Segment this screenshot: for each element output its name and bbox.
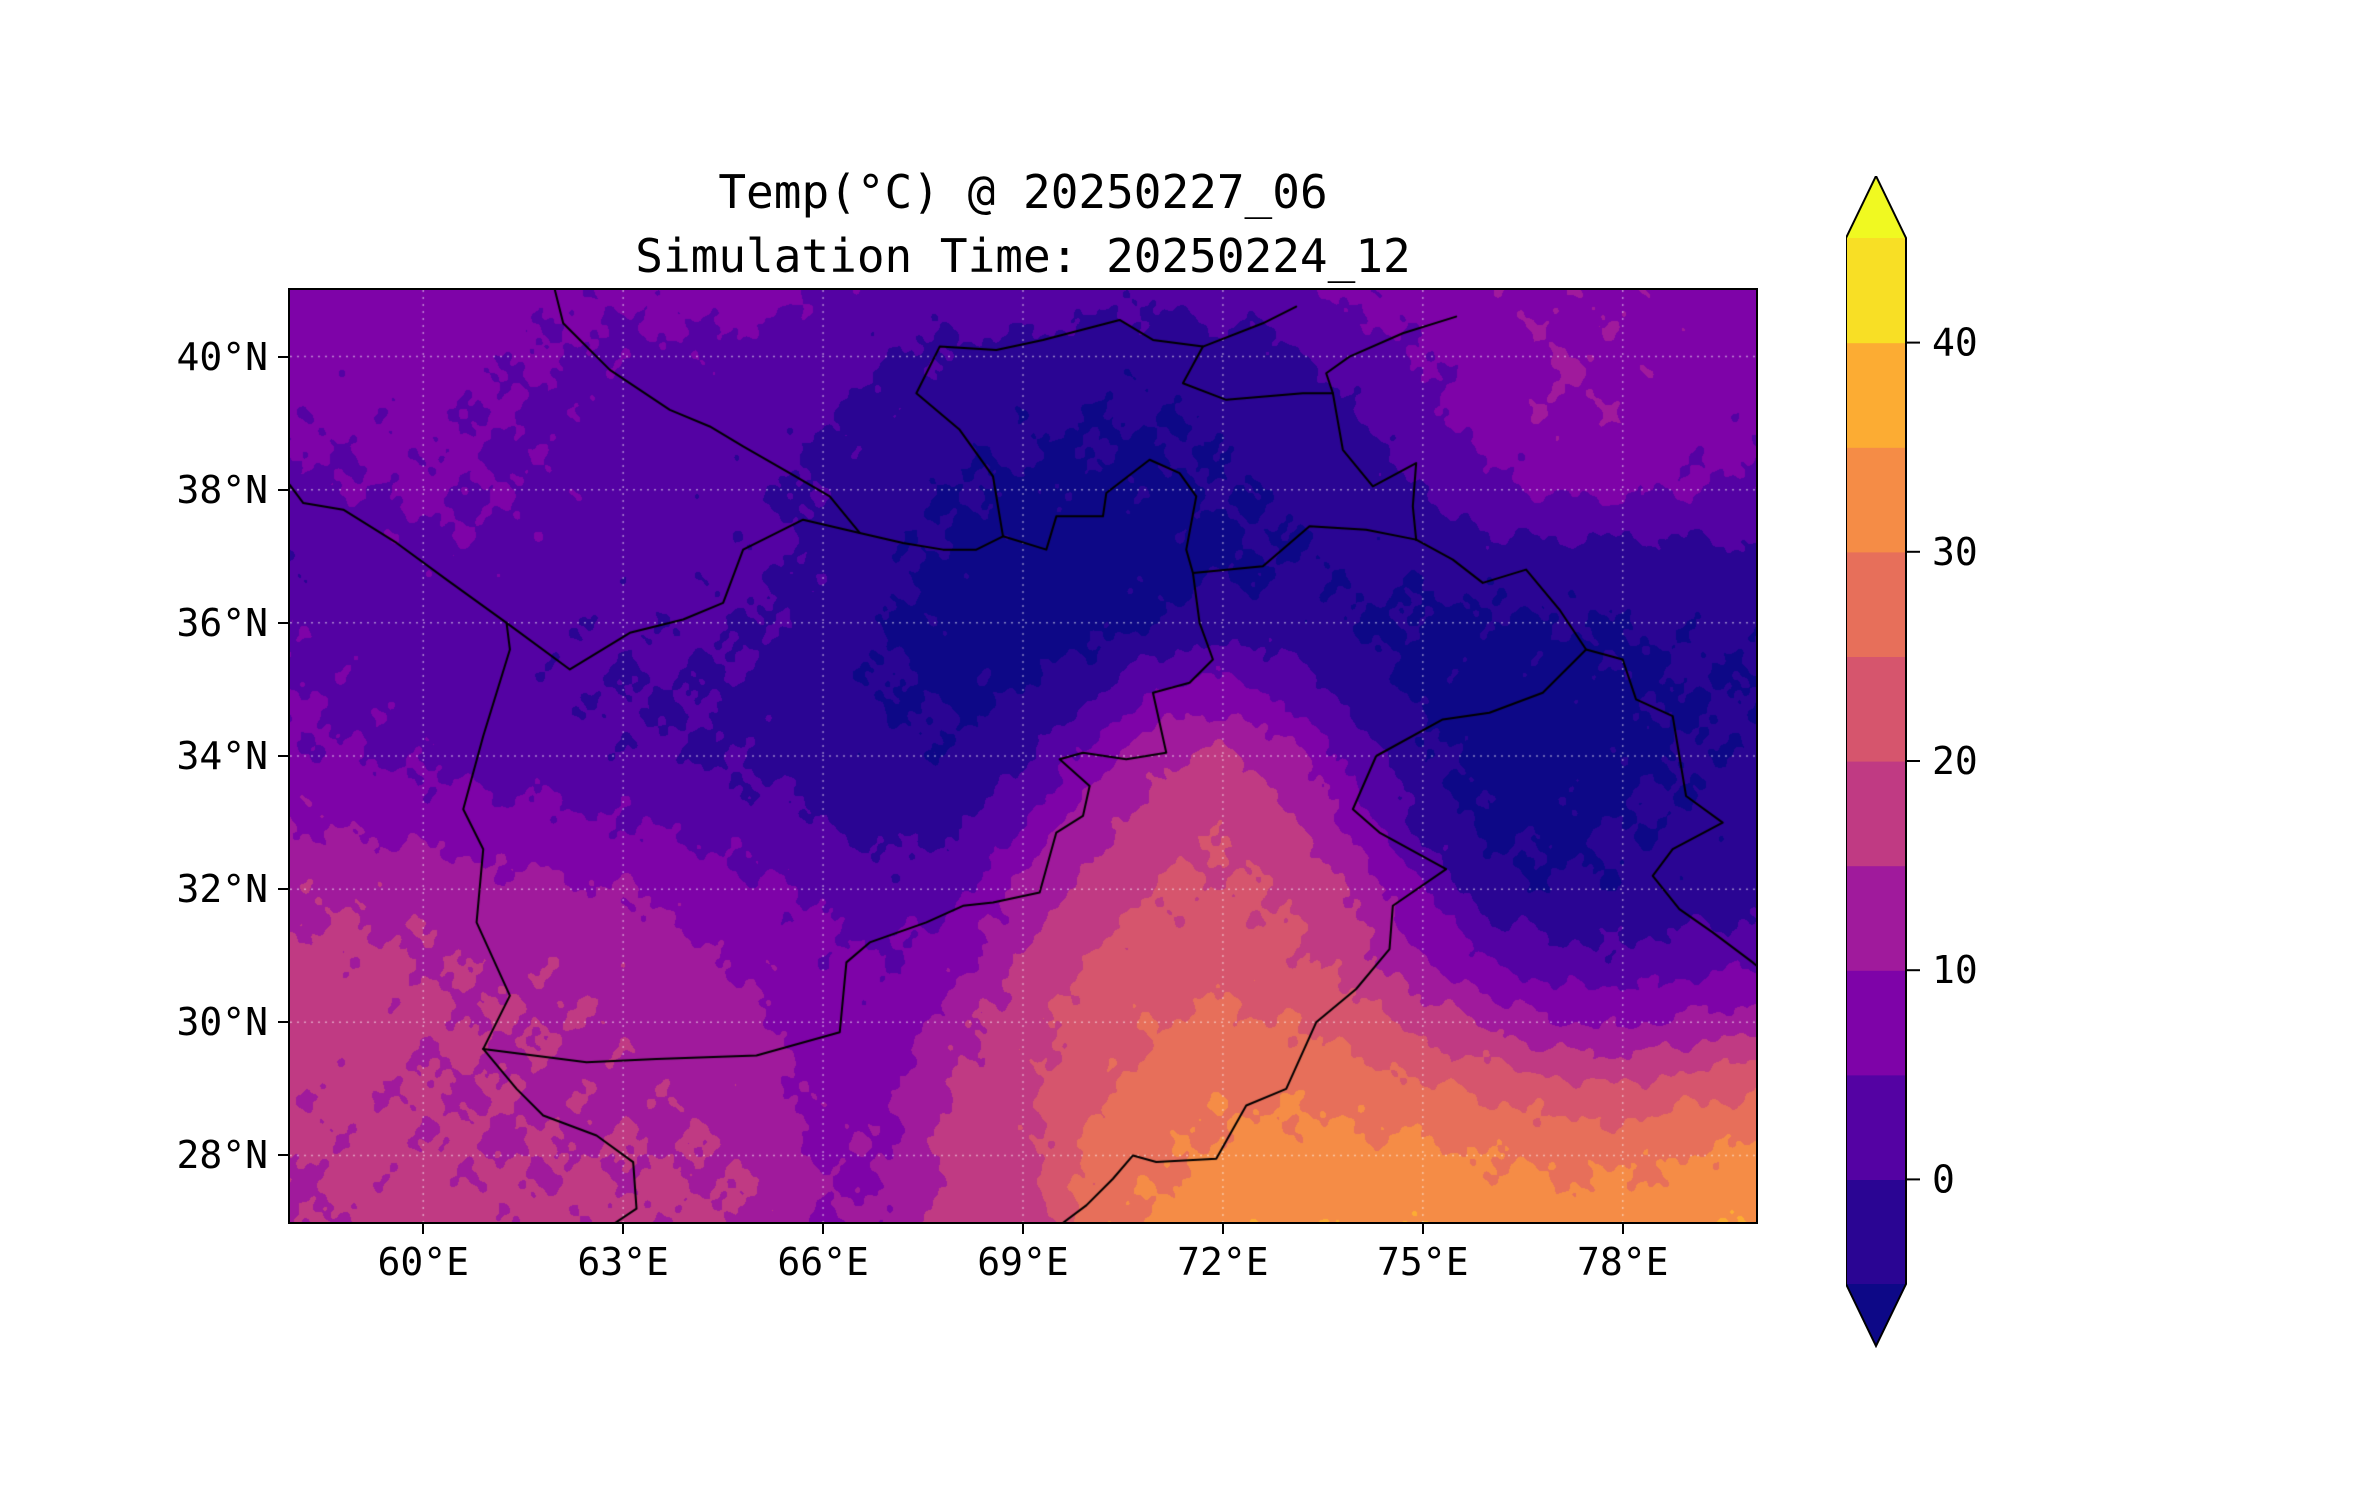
colorbar-svg: 0 10 20 30 40: [1845, 173, 1978, 1349]
y-tick-label: 38°N: [176, 467, 268, 512]
colorbar-tick-label: 30: [1932, 530, 1978, 574]
colorbar-band: [1846, 761, 1906, 867]
colorbar-band: [1846, 970, 1906, 1076]
temperature-field-canvas: [290, 290, 1756, 1222]
x-tick-mark: [1022, 1222, 1024, 1234]
colorbar-over-arrow: [1846, 176, 1906, 238]
y-tick-label: 32°N: [176, 867, 268, 912]
y-tick-label: 36°N: [176, 600, 268, 645]
x-tick-label: 78°E: [1576, 1240, 1669, 1284]
x-tick-mark: [1221, 1222, 1224, 1234]
colorbar-band: [1846, 447, 1906, 553]
chart-title: Temp(°C) @ 20250227_06: [718, 165, 1328, 219]
y-tick-label: 34°N: [176, 734, 268, 778]
colorbar-tick-label: 0: [1932, 1157, 1955, 1201]
map-plot-area: [288, 288, 1758, 1224]
y-tick-mark: [278, 1021, 290, 1024]
x-tick-label: 60°E: [377, 1240, 470, 1284]
x-tick-mark: [422, 1222, 425, 1234]
x-tick-label: 66°E: [777, 1240, 869, 1284]
chart-title-block: Temp(°C) @ 20250227_06 Simulation Time: …: [290, 160, 1756, 288]
y-tick-mark: [278, 355, 290, 358]
y-tick-mark: [278, 488, 290, 491]
colorbar-outline: [1845, 173, 1907, 1349]
y-tick-mark: [278, 1154, 290, 1157]
y-tick-mark: [278, 888, 290, 891]
colorbar-tick-label: 20: [1932, 739, 1978, 783]
colorbar-band: [1846, 1074, 1906, 1180]
x-tick-label: 75°E: [1377, 1240, 1469, 1284]
colorbar-under-arrow: [1846, 1284, 1906, 1346]
x-tick-label: 63°E: [577, 1240, 669, 1284]
x-tick-mark: [822, 1222, 825, 1234]
x-tick-label: 72°E: [1177, 1240, 1269, 1284]
x-tick-label: 69°E: [977, 1240, 1069, 1284]
colorbar-tick-label: 40: [1932, 321, 1978, 365]
x-tick-mark: [1421, 1222, 1424, 1234]
x-tick-mark: [1621, 1222, 1624, 1234]
y-tick-label: 28°N: [176, 1133, 268, 1178]
colorbar-band: [1846, 551, 1906, 657]
colorbar-band: [1846, 865, 1906, 971]
colorbar-band: [1846, 342, 1906, 448]
colorbar-band: [1846, 656, 1906, 762]
chart-subtitle: Simulation Time: 20250224_12: [635, 229, 1411, 283]
y-tick-label: 30°N: [176, 1000, 268, 1045]
y-tick-label: 40°N: [176, 334, 268, 379]
colorbar-tick-label: 10: [1932, 948, 1978, 992]
y-tick-mark: [278, 621, 290, 624]
colorbar-band: [1846, 238, 1906, 344]
colorbar-band: [1846, 1179, 1906, 1285]
y-tick-mark: [278, 755, 290, 757]
x-tick-mark: [622, 1222, 625, 1234]
colorbar: 0 10 20 30 40: [1845, 173, 2036, 1351]
